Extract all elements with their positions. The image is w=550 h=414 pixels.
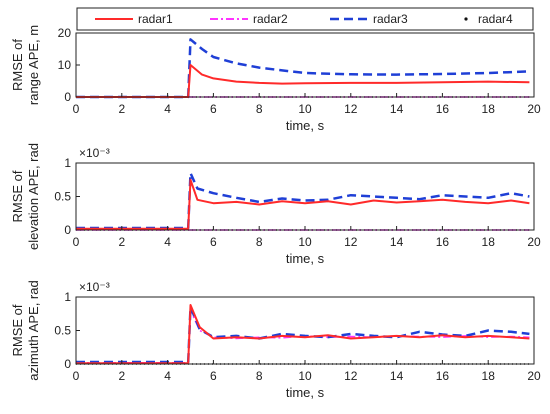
panel-elevation: 0 2 4 6 8 10 12 14 16 18 20 0 0.5 1 ×10⁻³ time, s RMSE o… [10, 143, 541, 266]
y-tick-label: 10 [58, 58, 72, 72]
x-axis-label: time, s [286, 385, 325, 400]
x-tick-label: 8 [256, 235, 263, 249]
y-tick-label: 0.5 [54, 190, 71, 204]
y-axis-label-line: range APE, m [26, 25, 41, 105]
x-tick-label: 16 [436, 102, 450, 116]
x-tick-label: 10 [298, 369, 312, 383]
series-line-radar3 [76, 171, 530, 230]
legend: radar1 radar2 radar3 radar4 [76, 7, 534, 31]
x-axis-label: time, s [286, 118, 325, 133]
x-tick-label: 0 [73, 369, 80, 383]
legend-label-radar4: radar4 [478, 12, 513, 26]
x-tick-label: 0 [73, 102, 80, 116]
panel-azimuth: 0 2 4 6 8 10 12 14 16 18 20 0 0.5 1 ×10⁻³ time, s RMSE o… [10, 280, 541, 400]
x-tick-label: 4 [164, 102, 171, 116]
x-tick-label: 18 [482, 235, 496, 249]
y-tick-label: 1 [64, 290, 71, 304]
x-tick-label: 6 [210, 102, 217, 116]
y-tick-label: 0 [64, 90, 71, 104]
x-tick-label: 10 [298, 102, 312, 116]
series-line-radar1 [76, 64, 530, 98]
x-tick-label: 2 [118, 102, 125, 116]
y-tick-label: 20 [58, 26, 72, 40]
legend-label-radar3: radar3 [373, 12, 408, 26]
x-tick-label: 18 [482, 102, 496, 116]
y-axis-label-line: RMSE of [10, 39, 25, 91]
x-tick-label: 2 [118, 235, 125, 249]
y-axis-label-line: elevation APE, rad [26, 143, 41, 250]
y-axis-label-line: azimuth APE, rad [26, 280, 41, 380]
x-tick-label: 16 [436, 235, 450, 249]
legend-item-radar4: radar4 [464, 12, 513, 26]
series-line-radar1 [76, 304, 530, 365]
plot-frame [75, 32, 535, 98]
legend-label-radar1: radar1 [138, 12, 173, 26]
x-tick-label: 12 [344, 235, 358, 249]
series-line-radar3 [76, 38, 530, 99]
y-exponent-label: ×10⁻³ [79, 280, 110, 294]
x-tick-label: 14 [390, 102, 404, 116]
legend-box [76, 7, 534, 31]
legend-item-radar1: radar1 [95, 12, 173, 26]
x-tick-label: 6 [210, 369, 217, 383]
series-line-radar3 [76, 305, 530, 364]
series-line-radar1 [76, 178, 530, 230]
x-tick-label: 10 [298, 235, 312, 249]
x-tick-label: 4 [164, 369, 171, 383]
x-tick-label: 16 [436, 369, 450, 383]
x-tick-label: 20 [527, 369, 541, 383]
legend-item-radar2: radar2 [210, 12, 288, 26]
x-tick-label: 20 [527, 102, 541, 116]
x-tick-label: 4 [164, 235, 171, 249]
x-axis-label: time, s [286, 251, 325, 266]
y-tick-label: 1 [64, 156, 71, 170]
legend-swatch-radar4 [464, 17, 468, 21]
x-tick-label: 0 [73, 235, 80, 249]
x-tick-label: 12 [344, 102, 358, 116]
legend-item-radar3: radar3 [330, 12, 408, 26]
x-tick-label: 14 [390, 235, 404, 249]
y-tick-label: 0 [64, 357, 71, 371]
legend-label-radar2: radar2 [253, 12, 288, 26]
x-tick-label: 2 [118, 369, 125, 383]
x-tick-label: 18 [482, 369, 496, 383]
x-tick-label: 6 [210, 235, 217, 249]
x-tick-label: 8 [256, 102, 263, 116]
x-tick-label: 8 [256, 369, 263, 383]
y-tick-label: 0 [64, 223, 71, 237]
y-axis-label-line: RMSE of [10, 170, 25, 222]
y-exponent-label: ×10⁻³ [79, 146, 110, 160]
y-tick-label: 0.5 [54, 324, 71, 338]
y-axis-label-line: RMSE of [10, 304, 25, 356]
x-tick-label: 20 [527, 235, 541, 249]
x-tick-label: 14 [390, 369, 404, 383]
panel-range: 0 2 4 6 8 10 12 14 16 18 20 0 10 20 time, s RMSE of rang… [10, 25, 541, 133]
x-tick-label: 12 [344, 369, 358, 383]
plot-frame [75, 296, 535, 365]
